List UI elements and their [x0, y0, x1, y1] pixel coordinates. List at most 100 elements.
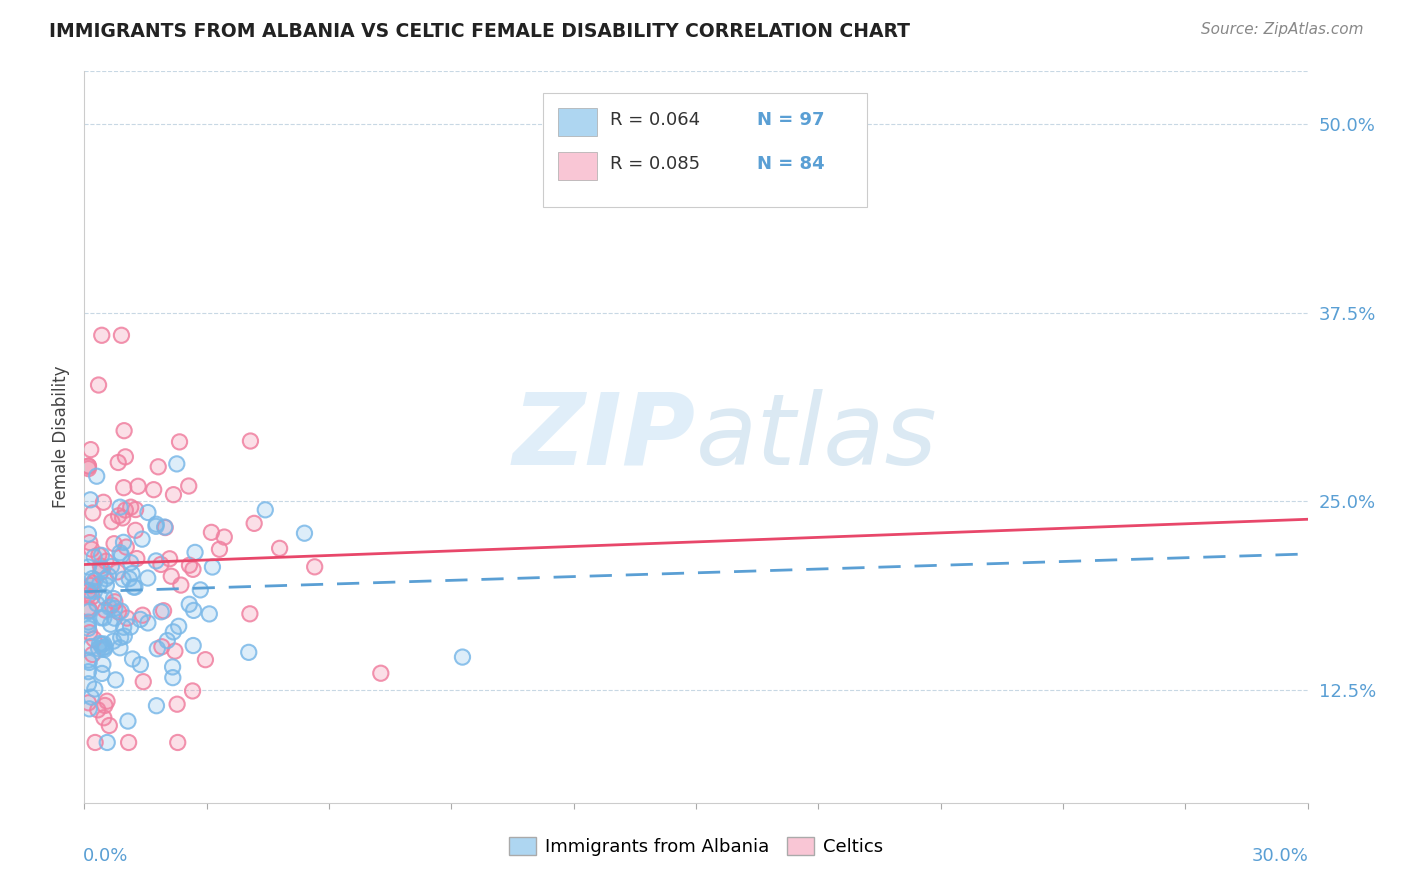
Point [183, 603, 205, 617]
Point [254, 503, 277, 517]
Point [79, 702, 101, 716]
Point [82, 576, 104, 591]
Point [124, 580, 146, 594]
Point [77, 615, 100, 629]
Point [89, 558, 111, 573]
Point [136, 615, 159, 630]
Point [80, 690, 103, 705]
Point [90, 565, 112, 579]
Point [108, 546, 131, 560]
Point [77, 560, 100, 574]
Point [103, 591, 125, 606]
Point [145, 517, 167, 532]
Point [142, 483, 165, 497]
Text: N = 97: N = 97 [758, 112, 825, 129]
Point [150, 605, 173, 619]
Point [122, 580, 145, 594]
Point [294, 526, 316, 541]
Point [104, 601, 127, 615]
Point [120, 556, 142, 570]
Point [162, 671, 184, 685]
Point [98, 600, 121, 615]
Point [148, 459, 170, 474]
Point [150, 640, 173, 654]
Point [79, 702, 101, 716]
Point [87, 378, 110, 392]
Point [90, 611, 112, 625]
Point [90, 561, 112, 575]
Point [112, 481, 135, 495]
Point [179, 558, 201, 573]
Point [451, 650, 474, 665]
Point [118, 572, 141, 586]
Point [127, 479, 149, 493]
Point [152, 604, 174, 618]
Point [238, 645, 260, 659]
Point [87, 548, 110, 562]
Point [127, 479, 149, 493]
Point [115, 540, 138, 554]
Point [77, 461, 100, 475]
Point [77, 653, 100, 667]
Point [77, 621, 100, 635]
Point [243, 516, 266, 531]
Point [83, 574, 105, 588]
Point [200, 525, 222, 540]
Point [83, 584, 105, 599]
Point [117, 714, 139, 728]
Point [93, 711, 115, 725]
Point [86, 597, 108, 611]
Point [93, 637, 115, 651]
Point [107, 455, 129, 469]
Point [125, 551, 148, 566]
Point [87, 378, 110, 392]
Point [86, 597, 108, 611]
Point [93, 711, 115, 725]
Point [239, 434, 262, 448]
Point [103, 591, 125, 606]
Point [79, 492, 101, 507]
Point [198, 607, 221, 621]
Point [150, 605, 173, 619]
Point [90, 328, 112, 343]
Point [80, 542, 103, 557]
Point [114, 450, 136, 464]
Point [90, 565, 112, 579]
Point [153, 520, 176, 534]
Point [83, 550, 105, 565]
Point [159, 551, 181, 566]
Point [239, 434, 262, 448]
Point [160, 569, 183, 583]
Point [77, 677, 100, 691]
Point [152, 604, 174, 618]
Text: N = 84: N = 84 [758, 155, 825, 173]
Point [170, 578, 193, 592]
Point [91, 666, 114, 681]
Point [77, 583, 100, 598]
Point [121, 652, 143, 666]
Point [80, 442, 103, 457]
Point [93, 611, 115, 625]
Point [155, 520, 177, 534]
Point [110, 631, 132, 645]
Point [79, 603, 101, 617]
Point [208, 542, 231, 557]
Point [107, 605, 129, 619]
Point [112, 629, 135, 643]
Point [167, 619, 190, 633]
Point [77, 618, 100, 632]
Point [159, 551, 181, 566]
Point [188, 582, 211, 597]
Point [163, 644, 186, 658]
Point [77, 677, 100, 691]
Point [124, 524, 146, 538]
Point [89, 577, 111, 591]
Point [77, 583, 100, 598]
Point [77, 618, 100, 632]
Point [131, 532, 153, 546]
Point [198, 607, 221, 621]
Point [77, 588, 100, 602]
Point [77, 656, 100, 670]
Point [124, 502, 146, 516]
Text: IMMIGRANTS FROM ALBANIA VS CELTIC FEMALE DISABILITY CORRELATION CHART: IMMIGRANTS FROM ALBANIA VS CELTIC FEMALE… [49, 22, 910, 41]
